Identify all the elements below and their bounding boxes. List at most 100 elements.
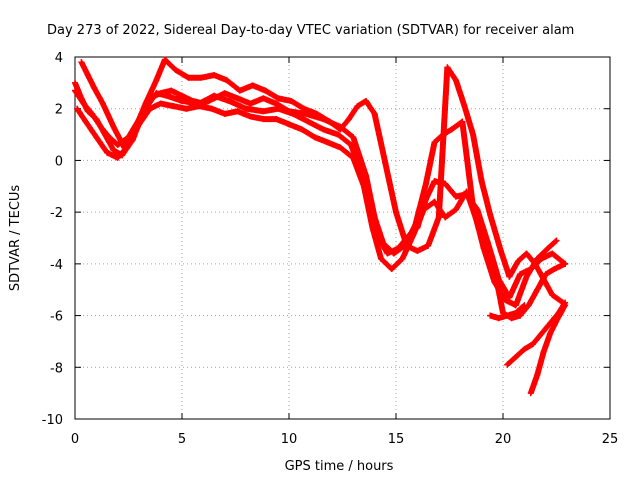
data-point [84,72,91,79]
series-trace-4 [74,100,569,322]
data-point [243,105,250,112]
data-point [544,245,551,252]
y-tick-label: 4 [55,51,63,66]
data-point [72,79,78,86]
data-point [431,139,438,146]
plot-frame [74,56,611,420]
grid-layer [75,57,610,419]
data-point [380,240,387,247]
data-point [211,72,218,79]
data-point [452,193,459,200]
data-point [542,271,549,278]
data-point [82,118,89,125]
data-point [78,59,85,66]
data-point [529,341,536,348]
data-point [189,97,196,104]
data-point [390,250,397,257]
y-tick-label: -8 [50,361,63,376]
data-point [337,126,344,133]
data-point [136,121,143,128]
data-point [236,87,243,94]
data-point [275,95,282,102]
data-point [298,126,305,133]
data-point [478,178,485,185]
data-point [487,211,494,218]
data-point [170,103,177,110]
data-point [286,108,292,115]
data-point [142,100,149,107]
series-layer [72,56,569,397]
data-point [273,116,280,123]
data-point [422,180,429,187]
data-point [512,302,519,309]
data-point [363,97,370,104]
data-point [168,87,175,94]
data-point [198,74,205,81]
data-point [311,134,318,141]
series-trace-7 [527,302,569,397]
data-point [179,97,185,104]
data-point [313,110,320,117]
series-trace-6 [504,299,569,368]
data-point [247,100,254,107]
data-point [223,77,230,84]
data-point [435,214,442,221]
data-point [534,255,541,262]
data-point [534,372,541,379]
data-point [549,250,556,257]
data-point [125,141,132,148]
data-point [452,77,459,84]
series-marker-trail [74,100,569,322]
data-point [461,103,468,110]
data-point [153,77,160,84]
ticks-layer [74,56,611,420]
data-point [363,172,370,179]
y-tick-label: 2 [55,103,63,118]
data-point [161,56,168,63]
x-tick-label: 10 [281,432,298,447]
data-point [534,286,541,293]
data-point [221,110,228,117]
data-point [93,134,100,141]
y-tick-label: -6 [50,310,63,325]
data-point [211,95,218,102]
data-point [414,247,421,254]
data-point [260,95,267,102]
data-point [99,100,106,107]
data-point [354,103,361,110]
data-point [172,66,179,73]
data-point [360,183,367,190]
data-point [350,134,357,141]
y-tick-labels: 4 2 0 -2 -4 -6 -8 -10 [42,51,63,428]
data-point [517,312,524,319]
data-point [80,100,87,107]
data-point [97,123,104,130]
x-tick-labels: 0 5 10 15 20 25 [71,432,618,447]
data-point [448,126,455,133]
data-point [114,141,121,148]
data-point [420,206,427,213]
data-point [562,302,569,309]
data-point [388,266,395,273]
data-point [459,118,466,125]
data-point [260,108,267,115]
y-tick-label: -10 [42,413,63,428]
y-tick-label: 0 [55,154,63,169]
data-point [286,121,292,128]
data-point [482,245,489,252]
data-point [463,188,470,195]
data-point [547,330,554,337]
x-tick-label: 15 [388,432,405,447]
data-point [106,134,113,141]
data-point [157,100,164,107]
data-point [221,90,228,97]
data-point [350,154,357,161]
data-point [234,108,241,115]
data-point [288,97,295,104]
data-point [442,214,449,221]
data-point [260,116,267,123]
y-tick-label: -2 [50,206,63,221]
x-tick-label: 20 [495,432,512,447]
x-tick-label: 0 [71,432,79,447]
data-point [512,353,519,360]
